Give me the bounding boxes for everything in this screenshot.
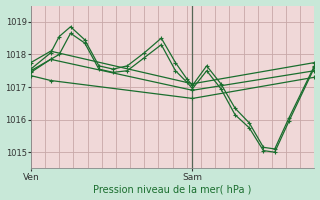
X-axis label: Pression niveau de la mer( hPa ): Pression niveau de la mer( hPa ) [93,184,252,194]
